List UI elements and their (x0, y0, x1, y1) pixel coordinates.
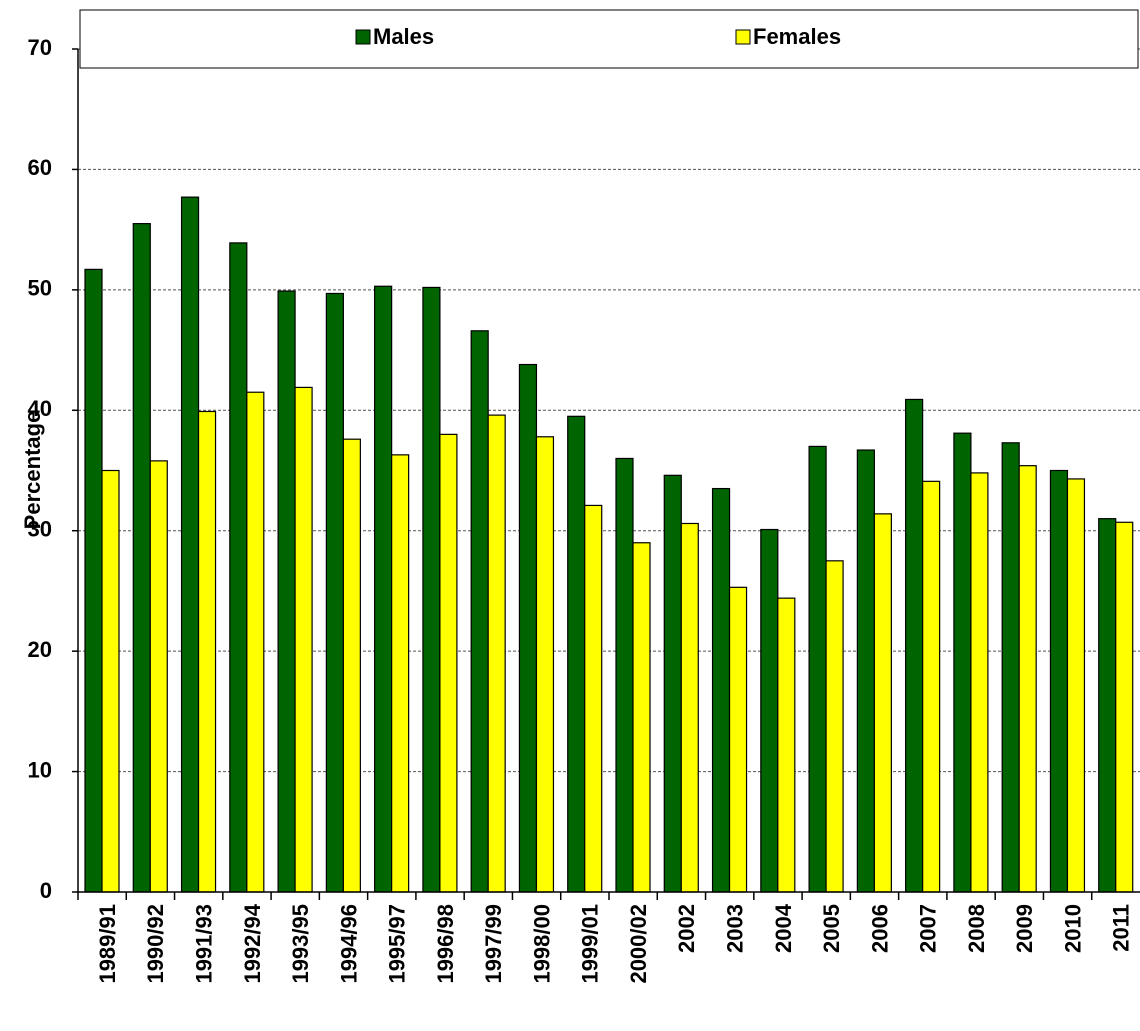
y-tick-label: 60 (28, 155, 52, 180)
x-tick-label: 2005 (819, 904, 844, 953)
bar (518, 363, 538, 893)
bar (535, 436, 555, 893)
legend-label: Females (753, 24, 841, 49)
x-tick-label: 1997/99 (481, 904, 506, 984)
bar (325, 292, 344, 893)
x-tick-label: 1996/98 (433, 904, 458, 984)
legend-swatch (735, 29, 751, 45)
bar (567, 415, 586, 893)
bar (825, 560, 844, 893)
bar (277, 290, 296, 893)
bar (615, 457, 634, 893)
bar (1001, 442, 1020, 893)
bar (1018, 465, 1037, 893)
x-tick-label: 2003 (722, 904, 747, 953)
bar (1066, 478, 1086, 893)
bar (439, 433, 458, 893)
x-tick-label: 1989/91 (95, 904, 120, 984)
x-tick-label: 2006 (867, 904, 892, 953)
bar (180, 196, 200, 893)
x-tick-label: 1991/93 (191, 904, 216, 984)
bar (294, 386, 313, 893)
x-tick-label: 2002 (674, 904, 699, 953)
bar (922, 480, 941, 893)
y-axis-label: Percentage (20, 411, 45, 530)
bar (777, 597, 796, 893)
y-tick-label: 40 (28, 396, 52, 421)
y-tick-label: 10 (28, 757, 52, 782)
bar (470, 330, 489, 893)
x-tick-label: 2008 (964, 904, 989, 953)
bar (197, 410, 217, 893)
y-tick-label: 30 (28, 517, 52, 542)
legend-swatch (355, 29, 371, 45)
x-tick-label: 1999/01 (578, 904, 603, 984)
bar (680, 522, 699, 893)
bar (132, 223, 151, 893)
x-tick-label: 1994/96 (336, 904, 361, 984)
bar (970, 472, 989, 893)
bar (584, 504, 603, 893)
bar (728, 586, 748, 893)
bar (1115, 521, 1134, 893)
y-tick-label: 50 (28, 276, 52, 301)
x-tick-label: 2009 (1012, 904, 1037, 953)
y-tick-label: 20 (28, 637, 52, 662)
bar (632, 542, 651, 893)
y-tick-label: 70 (28, 35, 52, 60)
bar (391, 454, 410, 893)
x-tick-label: 2011 (1109, 904, 1134, 952)
bar (873, 513, 892, 893)
bar (1098, 518, 1117, 893)
x-tick-label: 1998/00 (529, 904, 554, 984)
bar (246, 391, 265, 893)
legend-label: Males (373, 24, 434, 49)
bar (374, 285, 393, 893)
x-tick-label: 2004 (771, 903, 796, 953)
bar (905, 398, 924, 893)
bar (149, 460, 168, 893)
x-tick-label: 1990/92 (143, 904, 168, 984)
bar (342, 438, 361, 893)
bar (953, 432, 972, 893)
bar (711, 487, 731, 893)
x-tick-label: 1992/94 (240, 903, 265, 983)
legend-box (79, 9, 1139, 69)
bar (1049, 469, 1069, 893)
bar (808, 445, 827, 893)
x-tick-label: 1995/97 (385, 904, 410, 984)
bar (422, 286, 441, 893)
x-tick-label: 2000/02 (626, 904, 651, 984)
bar (760, 528, 779, 893)
x-tick-label: 2007 (916, 904, 941, 953)
bar (229, 242, 248, 893)
x-tick-label: 2010 (1060, 904, 1085, 953)
bar (856, 449, 875, 893)
bar (663, 474, 682, 893)
x-tick-label: 1993/95 (288, 904, 313, 984)
bar (84, 268, 103, 893)
bar (101, 469, 120, 893)
y-tick-label: 0 (40, 878, 52, 903)
bar (487, 414, 506, 893)
